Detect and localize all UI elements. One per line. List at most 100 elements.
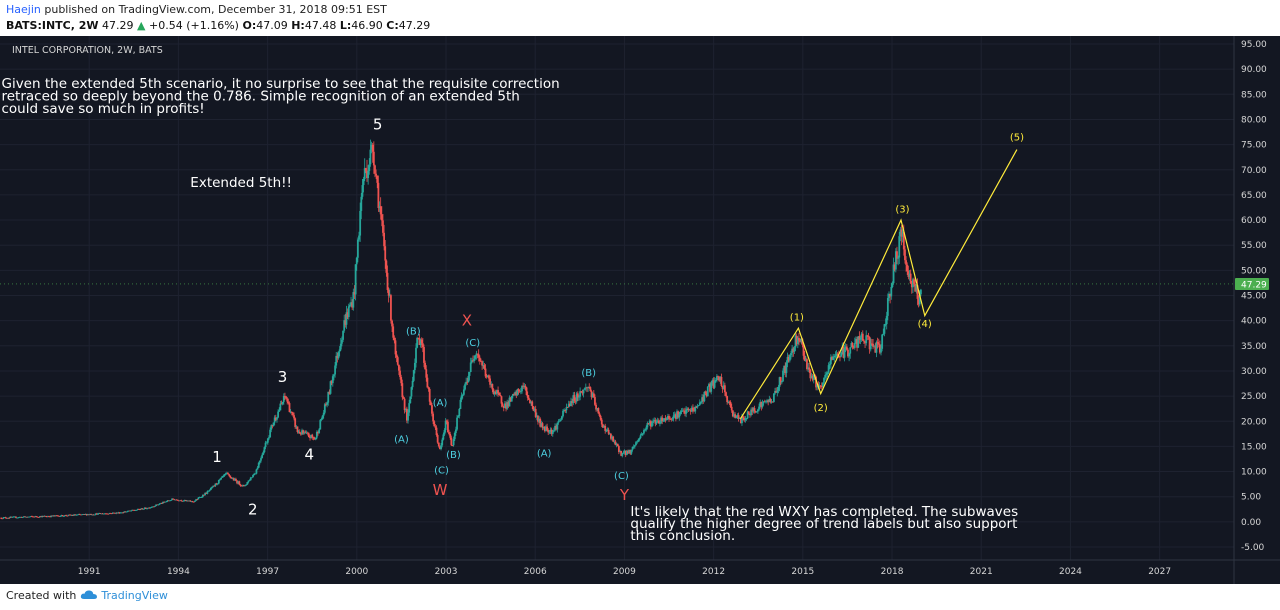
candle-body xyxy=(119,512,122,514)
candle-body xyxy=(197,497,200,500)
candle-body xyxy=(673,414,676,416)
candle-body xyxy=(905,260,907,265)
candle-body xyxy=(688,409,691,411)
candle-body xyxy=(204,492,207,496)
candle-body xyxy=(868,336,871,350)
candle-body xyxy=(609,433,612,439)
x-tick-label: 2012 xyxy=(702,567,725,577)
candle-body xyxy=(737,415,740,419)
candle-body xyxy=(254,473,257,475)
candle-body xyxy=(882,333,885,335)
x-tick-label: 2003 xyxy=(435,567,458,577)
candle-body xyxy=(635,442,637,446)
candle-body xyxy=(666,416,669,420)
candle-body xyxy=(489,378,491,385)
candle-body xyxy=(596,408,599,410)
candle-body xyxy=(870,343,873,345)
candle-body xyxy=(54,515,57,517)
annotation-text: could save so much in profits! xyxy=(1,101,204,117)
candle-body xyxy=(80,514,82,516)
candle-body xyxy=(212,485,215,487)
wave-label: (B) xyxy=(406,327,421,338)
candlestick-series[interactable] xyxy=(0,139,922,520)
candle-body xyxy=(534,408,537,418)
open-label: O: xyxy=(242,19,257,32)
candle-body xyxy=(72,515,74,516)
candle-body xyxy=(790,353,792,356)
candle-body xyxy=(795,335,798,345)
candle-body xyxy=(449,434,452,438)
candle-body xyxy=(857,336,860,348)
candle-body xyxy=(543,426,546,432)
candle-body xyxy=(615,443,618,446)
candle-body xyxy=(299,433,302,435)
candle-body xyxy=(34,516,37,518)
x-tick-label: 1997 xyxy=(256,567,279,577)
candle-body xyxy=(863,340,865,342)
candle-body xyxy=(352,292,355,308)
time-axis[interactable]: 1991 1994 1997 2000 2003 2006 2009 2012 2015 2018… xyxy=(78,567,1171,577)
candle-body xyxy=(488,375,490,379)
candle-body xyxy=(423,347,425,363)
x-tick-label: 2000 xyxy=(345,567,368,577)
candle-body xyxy=(257,462,260,468)
candle-body xyxy=(253,473,256,475)
candle-body xyxy=(472,360,474,362)
candle-body xyxy=(798,337,800,341)
candle-body xyxy=(643,430,645,434)
candle-body xyxy=(409,396,412,404)
candle-body xyxy=(237,481,240,484)
candle-body xyxy=(29,516,32,518)
candle-body xyxy=(475,353,478,356)
wave-label: (C) xyxy=(614,471,629,482)
candle-body xyxy=(459,399,462,409)
candle-body xyxy=(715,376,718,380)
candle-body xyxy=(690,407,693,412)
candle-body xyxy=(833,356,836,358)
candle-body xyxy=(213,485,216,487)
candle-body xyxy=(270,425,273,430)
candle-body xyxy=(312,437,315,439)
price-chart[interactable]: 1 2 3 4 5 (B) (A) (A) (B) (C) W X (C) (A) (B) (C) Y (1) (2… xyxy=(0,36,1280,584)
candle-body xyxy=(37,517,40,518)
candle-body xyxy=(263,447,266,453)
candle-body xyxy=(252,474,254,478)
candle-body xyxy=(605,430,608,432)
candle-body xyxy=(330,381,333,384)
candle-body xyxy=(460,395,463,400)
tradingview-link[interactable]: TradingView xyxy=(101,589,168,602)
candle-body xyxy=(385,260,388,273)
candle-body xyxy=(462,389,465,395)
candle-body xyxy=(206,491,209,494)
y-tick-label: 5.00 xyxy=(1241,493,1261,503)
candle-body xyxy=(57,515,60,517)
candle-body xyxy=(241,485,244,486)
candle-body xyxy=(184,499,187,501)
candle-body xyxy=(547,430,550,433)
candle-body xyxy=(723,385,726,393)
price-axis[interactable]: 95.00 90.00 85.00 80.00 75.00 70.00 65.00 60.00… xyxy=(0,40,1269,553)
candle-body xyxy=(87,514,90,516)
candle-body xyxy=(839,356,841,358)
candle-body xyxy=(598,413,601,416)
candle-body xyxy=(165,501,168,503)
candle-body xyxy=(663,418,666,421)
candle-body xyxy=(913,279,915,285)
candle-body xyxy=(888,293,890,298)
candle-body xyxy=(152,506,155,508)
x-tick-label: 1991 xyxy=(78,567,101,577)
candle-body xyxy=(390,295,392,321)
candle-body xyxy=(160,503,163,504)
candle-body xyxy=(339,343,342,350)
wave-count-path[interactable] xyxy=(739,149,1018,420)
candle-body xyxy=(769,398,772,402)
candle-body xyxy=(559,419,562,421)
candle-body xyxy=(132,509,135,511)
wave-label: (C) xyxy=(465,338,480,349)
author-link[interactable]: Haejin xyxy=(6,3,41,16)
publish-info: Haejin published on TradingView.com, Dec… xyxy=(6,3,387,16)
candle-body xyxy=(720,377,723,386)
candle-body xyxy=(749,413,751,416)
wave-path-line[interactable] xyxy=(739,149,1018,420)
candle-body xyxy=(85,514,88,516)
